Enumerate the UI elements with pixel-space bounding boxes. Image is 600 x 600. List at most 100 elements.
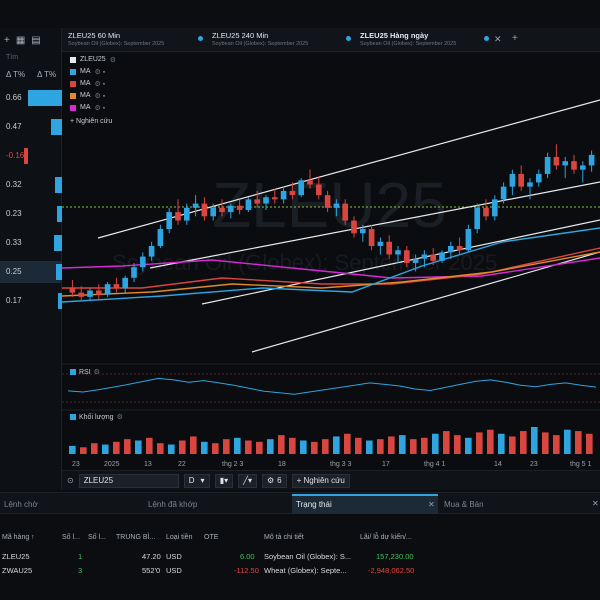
active-tab-highlight bbox=[292, 494, 438, 514]
tab-subtitle: Soybean Oil (Globex): September 2025 bbox=[68, 41, 165, 47]
legend-swatch bbox=[70, 80, 76, 87]
col-pnl[interactable]: Lãi/ lỗ dự kiến/... bbox=[360, 534, 412, 541]
draw-tool-button[interactable]: ╱▾ bbox=[238, 473, 257, 488]
symbol-input[interactable]: ZLEU25 bbox=[78, 473, 179, 488]
legend-swatch bbox=[70, 92, 76, 99]
tab-buy-sell[interactable]: Mua & Bán bbox=[444, 500, 484, 509]
candle-body bbox=[474, 207, 481, 230]
grid-icon[interactable]: ▦ bbox=[15, 34, 26, 46]
volume-bar bbox=[575, 431, 582, 454]
legend-swatch bbox=[70, 56, 76, 63]
candle-body bbox=[553, 156, 560, 166]
volume-legend[interactable]: Khối lượng ⚙ bbox=[70, 413, 123, 421]
col-desc[interactable]: Mô tả chi tiết bbox=[264, 534, 304, 541]
tab-filled-orders[interactable]: Lệnh đã khớp bbox=[148, 500, 198, 509]
tab-positions[interactable]: Trạng thái bbox=[296, 500, 332, 509]
candle-body bbox=[544, 156, 551, 174]
legend-main[interactable]: ZLEU25 ⚙ bbox=[70, 54, 116, 65]
price-chart[interactable]: ZLEU25Soybean Oil (Globex): September 20… bbox=[62, 52, 600, 470]
candle-body bbox=[491, 199, 498, 217]
change-value: 0.47 bbox=[6, 122, 22, 131]
watchlist-col-1[interactable]: Δ T% bbox=[5, 70, 26, 79]
candle-body bbox=[192, 203, 199, 208]
table-row[interactable]: ZLEU25 1 47.20 USD 6.00 Soybean Oil (Glo… bbox=[0, 552, 600, 566]
volume-bar bbox=[212, 443, 219, 454]
plus-icon[interactable]: + bbox=[4, 34, 10, 46]
volume-bar bbox=[146, 437, 153, 454]
volume-bar bbox=[179, 440, 186, 454]
col-ote[interactable]: OTE bbox=[204, 534, 219, 541]
col-symbol[interactable]: Mã hàng ↑ bbox=[2, 534, 35, 541]
add-tab-icon[interactable]: + bbox=[512, 33, 518, 44]
gear-icon[interactable]: ⚙ bbox=[93, 369, 100, 376]
interval-select[interactable]: D ▾ bbox=[183, 473, 210, 488]
volume-bar bbox=[388, 436, 395, 454]
col-qty2[interactable]: Số l... bbox=[88, 534, 106, 541]
calendar-icon[interactable]: ▤ bbox=[31, 34, 41, 46]
volume-bar bbox=[377, 439, 384, 454]
table-row[interactable]: ZWAU25 3 552'0 USD -112.50 Wheat (Globex… bbox=[0, 566, 600, 580]
tab-daily[interactable]: ZLEU25 Hàng ngày Soybean Oil (Globex): S… bbox=[360, 31, 456, 51]
chart-area[interactable] bbox=[62, 52, 600, 470]
volume-bar bbox=[256, 441, 263, 454]
candle-body bbox=[447, 246, 454, 253]
col-qty1[interactable]: Số l... bbox=[62, 534, 80, 541]
watchlist-row[interactable]: -0.16 bbox=[0, 145, 62, 167]
studies-button[interactable]: ⚙ 6 bbox=[261, 473, 287, 488]
tab-240min[interactable]: ZLEU25 240 Min Soybean Oil (Globex): Sep… bbox=[212, 31, 308, 51]
legend-ma-2[interactable]: MA ⚙ ▪ bbox=[70, 78, 105, 89]
candle-body bbox=[236, 205, 243, 210]
legend-extra: ⚙ ▪ bbox=[94, 92, 106, 100]
tab-pending-orders[interactable]: Lệnh chờ bbox=[4, 500, 38, 509]
volume-bar bbox=[223, 439, 230, 454]
tab-title: ZLEU25 240 Min bbox=[212, 31, 269, 40]
rsi-label: RSI bbox=[79, 368, 91, 376]
watchlist-row[interactable]: 0.23 bbox=[0, 203, 62, 225]
col-avg[interactable]: TRUNG BÌ... bbox=[116, 534, 156, 541]
volume-bar bbox=[432, 433, 439, 454]
x-axis-tick-label: thg 5 1 bbox=[570, 461, 592, 468]
candle-body bbox=[148, 246, 155, 257]
candle-body bbox=[166, 212, 173, 230]
chart-type-button[interactable]: ▮▾ bbox=[214, 473, 234, 488]
legend-ma-3[interactable]: MA ⚙ ▪ bbox=[70, 90, 105, 101]
watchlist-row[interactable]: 0.66 bbox=[0, 87, 62, 109]
close-icon[interactable]: ✕ bbox=[428, 500, 435, 509]
legend-swatch bbox=[70, 104, 76, 111]
tab-title: ZLEU25 Hàng ngày bbox=[360, 31, 429, 40]
volume-bar bbox=[168, 444, 175, 454]
tab-60min[interactable]: ZLEU25 60 Min Soybean Oil (Globex): Sept… bbox=[68, 31, 164, 51]
x-axis-tick-label: thg 2 3 bbox=[222, 461, 244, 468]
close-icon[interactable]: ✕ bbox=[494, 34, 502, 44]
volume-bar bbox=[234, 437, 241, 454]
col-currency[interactable]: Loại tiền bbox=[166, 534, 193, 541]
close-icon[interactable]: ✕ bbox=[592, 499, 599, 508]
watchlist-row[interactable]: 0.33 bbox=[0, 232, 62, 254]
legend-ma-1[interactable]: MA ⚙ ▪ bbox=[70, 66, 105, 77]
candle-body bbox=[298, 180, 305, 196]
row-ote: 6.00 bbox=[240, 552, 255, 561]
research-toolbar-button[interactable]: + Nghiên cứu bbox=[291, 473, 350, 488]
watchlist-row[interactable]: 0.47 bbox=[0, 116, 62, 138]
x-axis-tick-label: 23 bbox=[530, 461, 538, 468]
search-icon[interactable]: ⊙ bbox=[67, 476, 74, 485]
candle-body bbox=[78, 292, 85, 297]
volume-bar bbox=[553, 435, 560, 454]
research-button[interactable]: + Nghiên cứu bbox=[70, 116, 112, 127]
watchlist-col-2[interactable]: Δ T% bbox=[36, 70, 57, 79]
moving-average-line bbox=[62, 257, 600, 279]
rsi-legend[interactable]: RSI ⚙ bbox=[70, 368, 100, 376]
watchlist-row[interactable]: 0.25 bbox=[0, 261, 62, 283]
watchlist-row[interactable]: 0.32 bbox=[0, 174, 62, 196]
row-ote: -112.50 bbox=[234, 566, 259, 575]
gear-icon[interactable]: ⚙ bbox=[116, 414, 123, 421]
candle-body bbox=[104, 284, 111, 295]
volume-bar bbox=[542, 432, 549, 454]
row-symbol: ZLEU25 bbox=[2, 552, 30, 561]
research-label: + Nghiên cứu bbox=[70, 118, 113, 125]
candle-body bbox=[95, 290, 102, 295]
watchlist-row[interactable]: 0.17 bbox=[0, 290, 62, 312]
candle-body bbox=[351, 220, 357, 234]
legend-ma-4[interactable]: MA ⚙ ▪ bbox=[70, 102, 105, 113]
watchlist-search[interactable]: Tìm bbox=[6, 54, 19, 61]
